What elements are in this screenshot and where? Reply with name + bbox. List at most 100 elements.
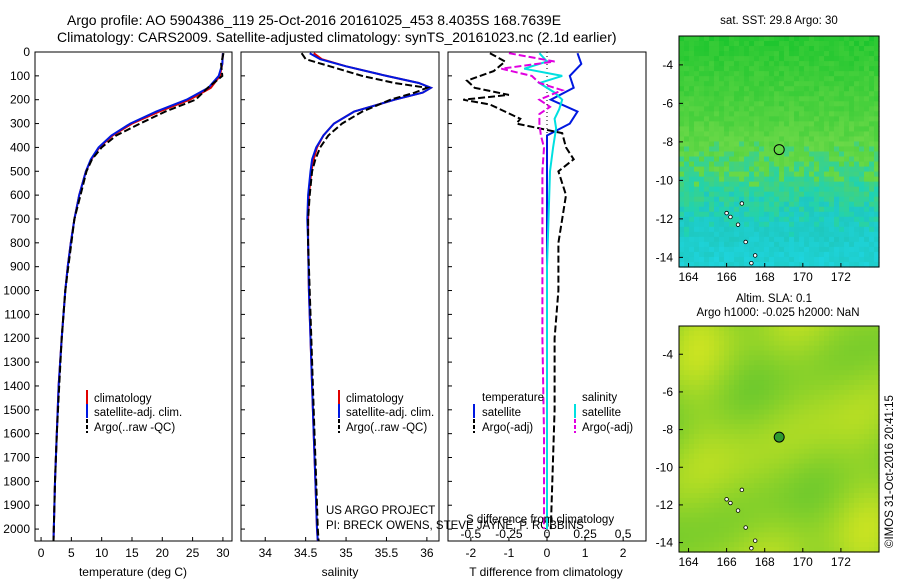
sla-cell (764, 448, 770, 455)
sla-cell (839, 497, 845, 504)
sst-cell (784, 241, 790, 248)
sst-cell (844, 241, 850, 248)
sst-cell (719, 76, 725, 82)
sst-cell (689, 251, 695, 258)
sla-cell (729, 434, 735, 440)
sst-cell (834, 36, 840, 42)
sla-cell (859, 532, 865, 538)
sla-cell (739, 517, 745, 524)
sst-cell (694, 191, 700, 198)
sla-cell (724, 512, 730, 519)
sst-cell (864, 51, 870, 57)
sst-cell (764, 236, 770, 243)
sla-cell (834, 419, 840, 425)
sla-cell (729, 537, 735, 543)
sst-cell (839, 211, 845, 218)
sla-cell (719, 478, 725, 484)
sst-cell (859, 166, 865, 173)
sst-cell (704, 221, 710, 228)
sla-cell (704, 507, 710, 514)
sst-cell (734, 71, 740, 77)
sla-cell (819, 330, 825, 337)
sla-cell (744, 507, 750, 514)
sla-cell (814, 404, 820, 411)
sla-cell (779, 326, 785, 332)
sst-cell (719, 261, 725, 268)
sst-cell (804, 191, 810, 198)
sla-cell (744, 448, 750, 455)
sla-cell (804, 483, 810, 489)
sst-cell (834, 121, 840, 127)
sst-cell (829, 221, 835, 228)
sla-cell (799, 458, 805, 465)
sla-cell (779, 404, 785, 411)
sst-cell (684, 196, 690, 203)
sla-cell (764, 468, 770, 474)
sla-cell (744, 330, 750, 337)
sla-cell (849, 345, 855, 352)
sst-cell (859, 121, 865, 127)
sla-cell (834, 399, 840, 406)
sst-cell (769, 56, 775, 62)
sla-cell (694, 473, 700, 479)
sst-cell (849, 126, 855, 133)
sla-cell (689, 360, 695, 366)
sla-cell (699, 434, 705, 440)
sst-cell (834, 206, 840, 213)
sst-cell (869, 161, 875, 168)
sla-island (735, 508, 741, 513)
sla-cell (774, 497, 780, 504)
sst-cell (864, 81, 870, 87)
sla-cell (864, 384, 870, 391)
sst-cell (874, 106, 880, 112)
sst-cell (824, 176, 830, 183)
sla-cell (709, 375, 715, 381)
sst-cell (794, 191, 800, 198)
sla-cell (824, 389, 830, 396)
sst-cell (754, 76, 760, 82)
sla-cell (769, 512, 775, 519)
sla-cell (729, 478, 735, 484)
sst-cell (839, 71, 845, 77)
sst-cell (754, 116, 760, 122)
sst-cell (789, 151, 795, 158)
sst-cell (749, 116, 755, 122)
sst-cell (849, 191, 855, 198)
sst-cell (719, 201, 725, 208)
sst-cell (774, 86, 780, 92)
sst-cell (849, 211, 855, 218)
sst-cell (829, 46, 835, 52)
sla-cell (704, 394, 710, 401)
sst-cell (824, 191, 830, 198)
sla-cell (704, 389, 710, 396)
sla-cell (774, 527, 780, 533)
legend-label: climatology (94, 393, 152, 405)
sst-cell (749, 71, 755, 77)
sla-cell (849, 399, 855, 406)
sla-cell (819, 434, 825, 440)
sla-cell (769, 463, 775, 470)
sla-cell (829, 532, 835, 538)
sla-cell (839, 448, 845, 455)
sst-cell (679, 236, 685, 243)
sla-cell (824, 399, 830, 406)
sst-cell (829, 111, 835, 117)
sla-cell (784, 424, 790, 430)
sla-cell (769, 404, 775, 411)
sla-cell (764, 365, 770, 371)
sst-cell (744, 241, 750, 248)
sla-cell (689, 547, 695, 553)
sla-cell (784, 380, 790, 386)
sla-cell (834, 502, 840, 509)
series-satellite-adj (306, 52, 434, 542)
sla-cell (814, 399, 820, 406)
sla-cell (819, 424, 825, 430)
sst-cell (769, 51, 775, 57)
sla-cell (869, 493, 875, 499)
sla-cell (769, 522, 775, 529)
sla-cell (859, 439, 865, 445)
sst-cell (699, 66, 705, 72)
sla-cell (799, 375, 805, 381)
sla-cell (844, 522, 850, 529)
sst-cell (714, 136, 720, 143)
